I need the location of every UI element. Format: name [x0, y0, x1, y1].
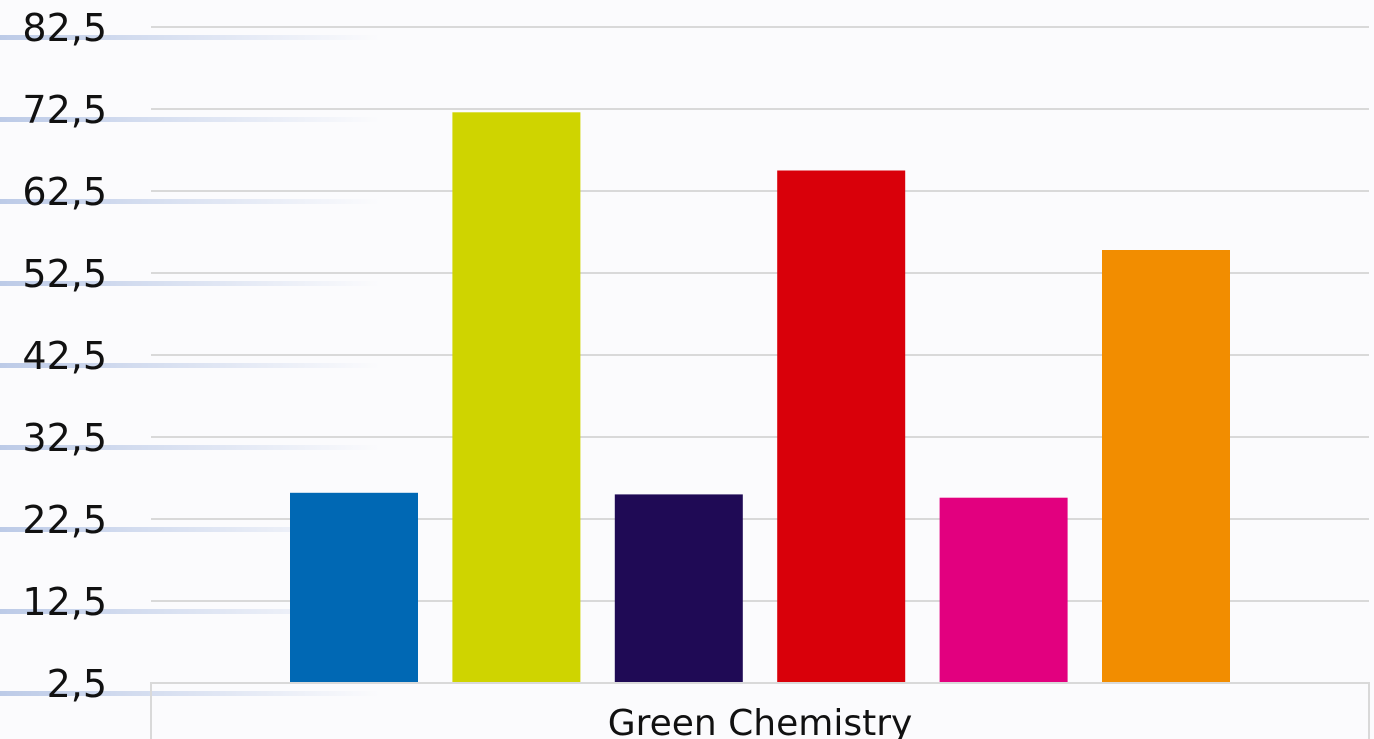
- y-tick-label: 52,5: [22, 252, 107, 296]
- y-tick-label: 42,5: [22, 334, 107, 378]
- bar-1: [290, 492, 418, 683]
- y-tick-label: 22,5: [22, 498, 107, 542]
- background-streak: [0, 527, 380, 532]
- y-axis-ticks: 82,5 72,5 62,5 52,5 42,5 32,5 22,5 12,5 2,5: [22, 6, 107, 706]
- bars: [290, 112, 1230, 684]
- y-tick-label: 72,5: [22, 88, 107, 132]
- background-streak: [0, 117, 380, 122]
- background-streak: [0, 609, 380, 614]
- bar-3: [614, 494, 743, 683]
- background-streak: [0, 281, 380, 286]
- bar-4: [777, 170, 906, 683]
- background-streak: [0, 35, 380, 40]
- y-tick-label: 32,5: [22, 416, 107, 460]
- bar-2: [452, 112, 581, 684]
- y-tick-label: 12,5: [22, 580, 107, 624]
- bar-5: [939, 497, 1068, 683]
- category-axis-box: [150, 682, 1370, 739]
- category-label: Green Chemistry: [608, 703, 913, 739]
- background-streak: [0, 691, 380, 696]
- background-streak: [0, 445, 380, 450]
- y-tick-label: 82,5: [22, 6, 107, 50]
- y-tick-label: 2,5: [47, 662, 107, 706]
- bar-6: [1102, 250, 1230, 683]
- y-tick-label: 62,5: [22, 170, 107, 214]
- background-streak: [0, 363, 380, 368]
- background-streaks: [0, 35, 380, 696]
- background-streak: [0, 199, 380, 204]
